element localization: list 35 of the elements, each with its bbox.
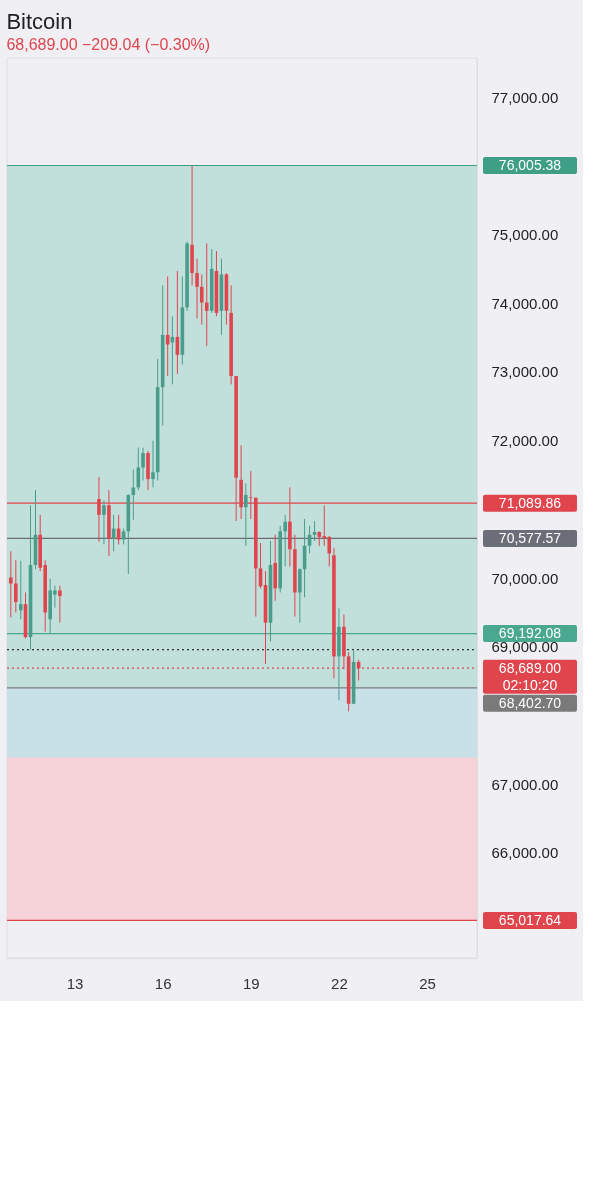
y-tick-label: 74,000.00 — [491, 294, 559, 312]
candlestick — [298, 567, 302, 624]
ref-line-label: 70,577.57 — [498, 529, 562, 546]
y-tick-label: 66,000.00 — [491, 844, 559, 862]
candlestick — [9, 550, 13, 618]
ref-line-label: 71,089.86 — [498, 494, 562, 511]
candlestick — [312, 520, 317, 542]
y-tick-label: 72,000.00 — [491, 432, 559, 450]
candlestick — [141, 447, 145, 482]
y-tick-label: 73,000.00 — [491, 363, 559, 381]
ref-line-label: 68,402.70 — [498, 694, 562, 711]
candlestick — [14, 559, 18, 613]
candlestick — [102, 499, 106, 545]
y-tick-label: 67,000.00 — [491, 775, 559, 793]
chart-subtitle: 68,689.00 −209.04 (−0.30%) — [6, 35, 211, 53]
candlestick — [283, 514, 287, 567]
candlestick — [151, 440, 155, 488]
candlestick — [19, 560, 23, 620]
y-tick-label: 77,000.00 — [491, 88, 559, 106]
candlestick — [199, 273, 204, 326]
candlestick — [244, 482, 248, 547]
candlestick — [204, 243, 209, 347]
y-tick-label: 70,000.00 — [491, 569, 559, 587]
candlestick — [195, 258, 199, 319]
x-tick-label: 19 — [242, 974, 260, 992]
chart-title: Bitcoin — [6, 8, 73, 34]
x-tick-label: 22 — [331, 974, 348, 992]
x-tick-label: 25 — [419, 974, 436, 992]
candlestick — [58, 585, 62, 624]
ref-line-label: 76,005.38 — [498, 156, 562, 173]
x-tick-label: 16 — [154, 974, 172, 992]
x-tick-label: 13 — [66, 974, 84, 992]
y-tick-label: 75,000.00 — [491, 226, 559, 244]
ref-line-label: 68,689.00 02:10:20 — [498, 659, 562, 693]
ref-line-label: 65,017.64 — [498, 911, 562, 928]
